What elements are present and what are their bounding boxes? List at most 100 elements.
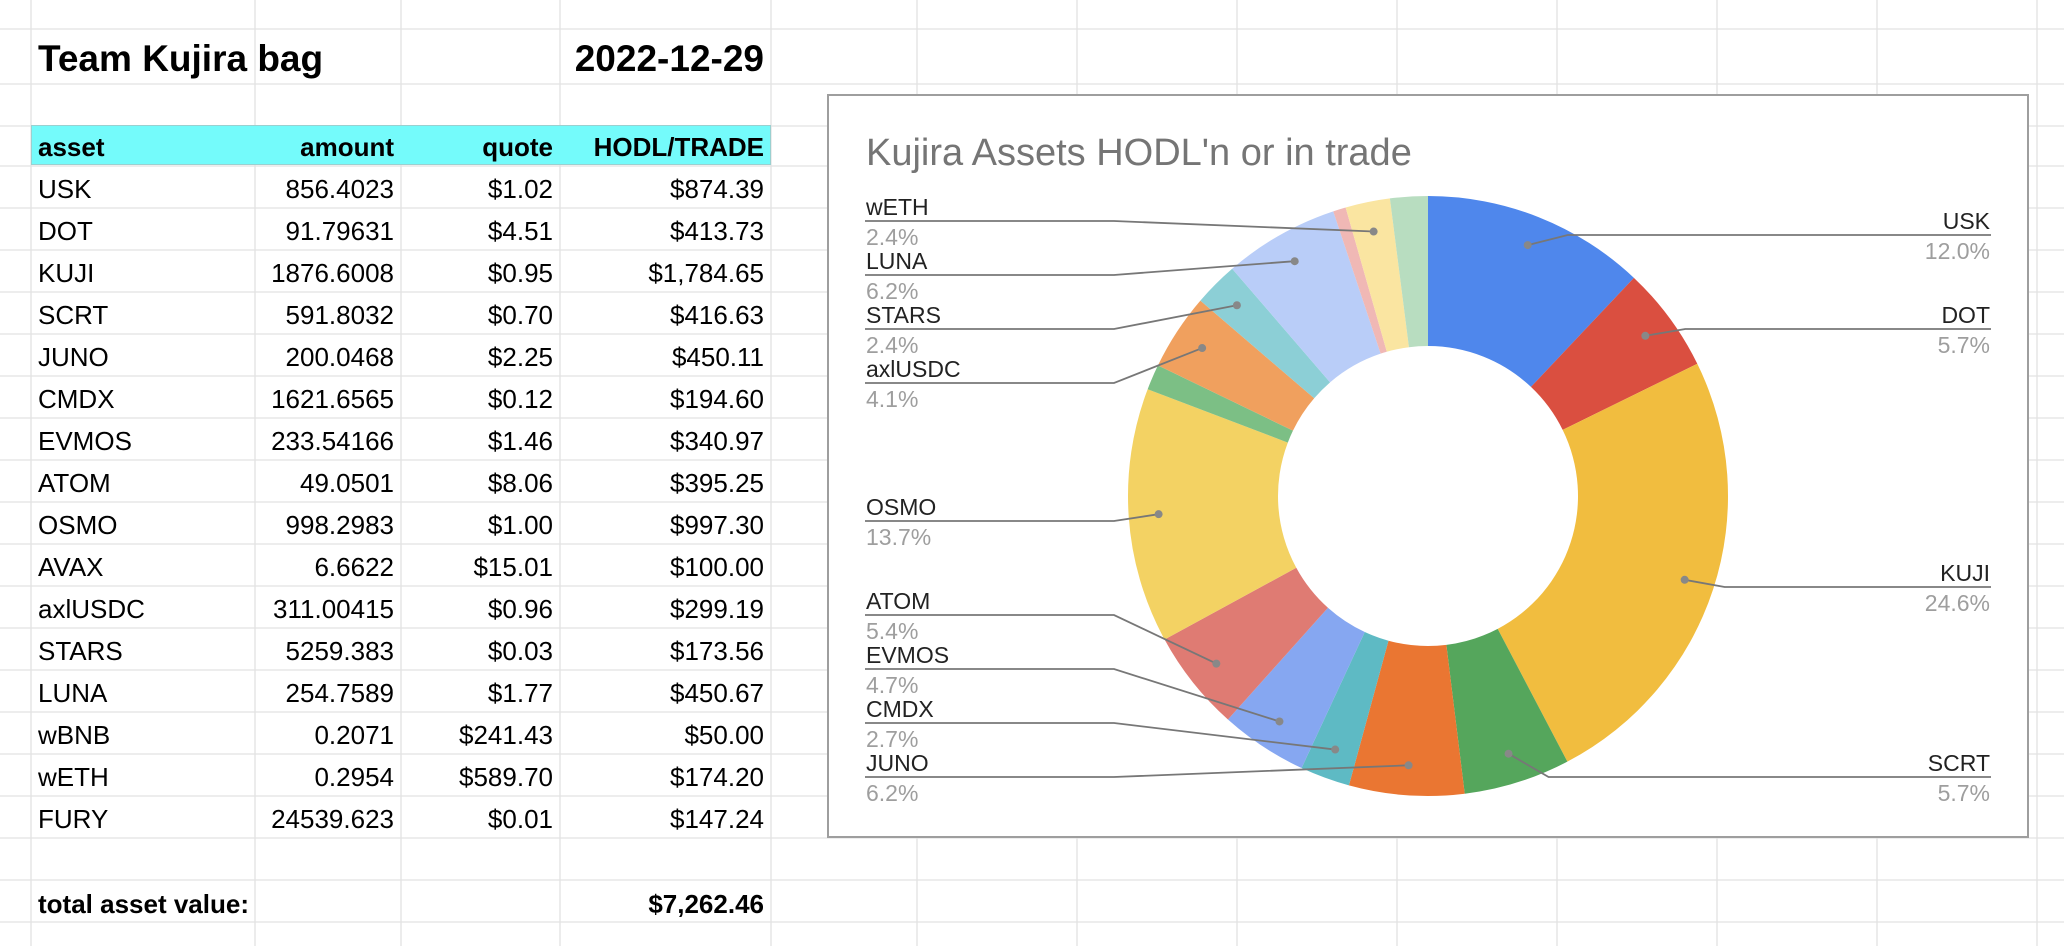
- table-cell[interactable]: 49.0501: [262, 470, 394, 496]
- table-cell[interactable]: AVAX: [38, 554, 104, 580]
- leader-dot: [1641, 332, 1649, 340]
- table-cell[interactable]: USK: [38, 176, 91, 202]
- label-name: axlUSDC: [866, 356, 961, 382]
- label-name: wETH: [865, 194, 929, 220]
- label-pct: 2.4%: [866, 332, 918, 358]
- total-value[interactable]: $7,262.46: [560, 891, 764, 917]
- table-cell[interactable]: 591.8032: [262, 302, 394, 328]
- table-cell[interactable]: $4.51: [408, 218, 553, 244]
- table-cell[interactable]: $413.73: [567, 218, 764, 244]
- table-cell[interactable]: $241.43: [408, 722, 553, 748]
- table-cell[interactable]: $0.95: [408, 260, 553, 286]
- table-cell[interactable]: SCRT: [38, 302, 108, 328]
- table-cell[interactable]: 233.54166: [262, 428, 394, 454]
- table-cell[interactable]: KUJI: [38, 260, 94, 286]
- leader-dot: [1524, 241, 1532, 249]
- table-cell[interactable]: 24539.623: [262, 806, 394, 832]
- table-cell[interactable]: 254.7589: [262, 680, 394, 706]
- table-cell[interactable]: $50.00: [567, 722, 764, 748]
- table-cell[interactable]: $1.77: [408, 680, 553, 706]
- table-cell[interactable]: $2.25: [408, 344, 553, 370]
- header-cell-3[interactable]: HODL/TRADE: [567, 134, 764, 160]
- table-cell[interactable]: $416.63: [567, 302, 764, 328]
- donut-chart[interactable]: Kujira Assets HODL'n or in trade USK 12.0…: [827, 94, 2029, 838]
- leader-dot: [1505, 750, 1513, 758]
- label-name: EVMOS: [866, 642, 949, 668]
- table-cell[interactable]: $340.97: [567, 428, 764, 454]
- header-cell-1[interactable]: amount: [262, 134, 394, 160]
- table-cell[interactable]: $395.25: [567, 470, 764, 496]
- table-cell[interactable]: $147.24: [567, 806, 764, 832]
- table-cell[interactable]: 311.00415: [262, 596, 394, 622]
- table-cell[interactable]: $174.20: [567, 764, 764, 790]
- label-name: ATOM: [866, 588, 930, 614]
- table-cell[interactable]: OSMO: [38, 512, 117, 538]
- table-cell[interactable]: axlUSDC: [38, 596, 145, 622]
- table-cell[interactable]: 6.6622: [262, 554, 394, 580]
- table-cell[interactable]: $8.06: [408, 470, 553, 496]
- table-cell[interactable]: $450.11: [567, 344, 764, 370]
- table-cell[interactable]: 0.2071: [262, 722, 394, 748]
- leader-dot: [1275, 717, 1283, 725]
- table-cell[interactable]: $450.67: [567, 680, 764, 706]
- table-cell[interactable]: JUNO: [38, 344, 109, 370]
- table-cell[interactable]: EVMOS: [38, 428, 132, 454]
- table-cell[interactable]: wETH: [38, 764, 109, 790]
- label-pct: 24.6%: [1925, 590, 1990, 616]
- table-cell[interactable]: $997.30: [567, 512, 764, 538]
- table-cell[interactable]: FURY: [38, 806, 108, 832]
- table-cell[interactable]: $589.70: [408, 764, 553, 790]
- leader-dot: [1291, 257, 1299, 265]
- leader-dot: [1155, 510, 1163, 518]
- table-cell[interactable]: $0.01: [408, 806, 553, 832]
- table-cell[interactable]: $1.00: [408, 512, 553, 538]
- callout-scrt: SCRT5.7%: [1505, 750, 1991, 806]
- table-cell[interactable]: $1,784.65: [567, 260, 764, 286]
- table-cell[interactable]: $100.00: [567, 554, 764, 580]
- leader-dot: [1681, 576, 1689, 584]
- table-cell[interactable]: $874.39: [567, 176, 764, 202]
- label-pct: 5.7%: [1938, 780, 1990, 806]
- table-cell[interactable]: 200.0468: [262, 344, 394, 370]
- table-cell[interactable]: ATOM: [38, 470, 111, 496]
- table-cell[interactable]: DOT: [38, 218, 93, 244]
- table-cell[interactable]: 1621.6565: [262, 386, 394, 412]
- callout-osmo: OSMO13.7%: [865, 494, 1163, 550]
- chart-canvas: USK12.0%DOT5.7%KUJI24.6%SCRT5.7%JUNO6.2%…: [829, 96, 2027, 836]
- sheet-title[interactable]: Team Kujira bag: [38, 40, 323, 77]
- table-cell[interactable]: $1.02: [408, 176, 553, 202]
- table-cell[interactable]: 0.2954: [262, 764, 394, 790]
- table-cell[interactable]: LUNA: [38, 680, 107, 706]
- leader-dot: [1233, 301, 1241, 309]
- label-name: JUNO: [866, 750, 929, 776]
- table-cell[interactable]: 5259.383: [262, 638, 394, 664]
- sheet-date[interactable]: 2022-12-29: [560, 40, 764, 77]
- table-cell[interactable]: $0.70: [408, 302, 553, 328]
- label-name: STARS: [866, 302, 941, 328]
- label-pct: 2.7%: [866, 726, 918, 752]
- table-cell[interactable]: $0.96: [408, 596, 553, 622]
- label-pct: 2.4%: [866, 224, 918, 250]
- label-name: OSMO: [866, 494, 936, 520]
- table-cell[interactable]: STARS: [38, 638, 123, 664]
- table-cell[interactable]: wBNB: [38, 722, 110, 748]
- label-pct: 6.2%: [866, 278, 918, 304]
- table-cell[interactable]: 1876.6008: [262, 260, 394, 286]
- table-cell[interactable]: 998.2983: [262, 512, 394, 538]
- table-cell[interactable]: $194.60: [567, 386, 764, 412]
- total-label[interactable]: total asset value:: [38, 891, 249, 917]
- table-cell[interactable]: $0.03: [408, 638, 553, 664]
- table-cell[interactable]: 91.79631: [262, 218, 394, 244]
- table-cell[interactable]: 856.4023: [262, 176, 394, 202]
- table-cell[interactable]: CMDX: [38, 386, 115, 412]
- table-cell[interactable]: $0.12: [408, 386, 553, 412]
- table-cell[interactable]: $299.19: [567, 596, 764, 622]
- header-cell-2[interactable]: quote: [408, 134, 553, 160]
- table-cell[interactable]: $1.46: [408, 428, 553, 454]
- table-cell[interactable]: $173.56: [567, 638, 764, 664]
- header-cell-0[interactable]: asset: [38, 134, 105, 160]
- table-cell[interactable]: $15.01: [408, 554, 553, 580]
- leader-dot: [1370, 228, 1378, 236]
- label-pct: 12.0%: [1925, 238, 1990, 264]
- label-name: USK: [1943, 208, 1991, 234]
